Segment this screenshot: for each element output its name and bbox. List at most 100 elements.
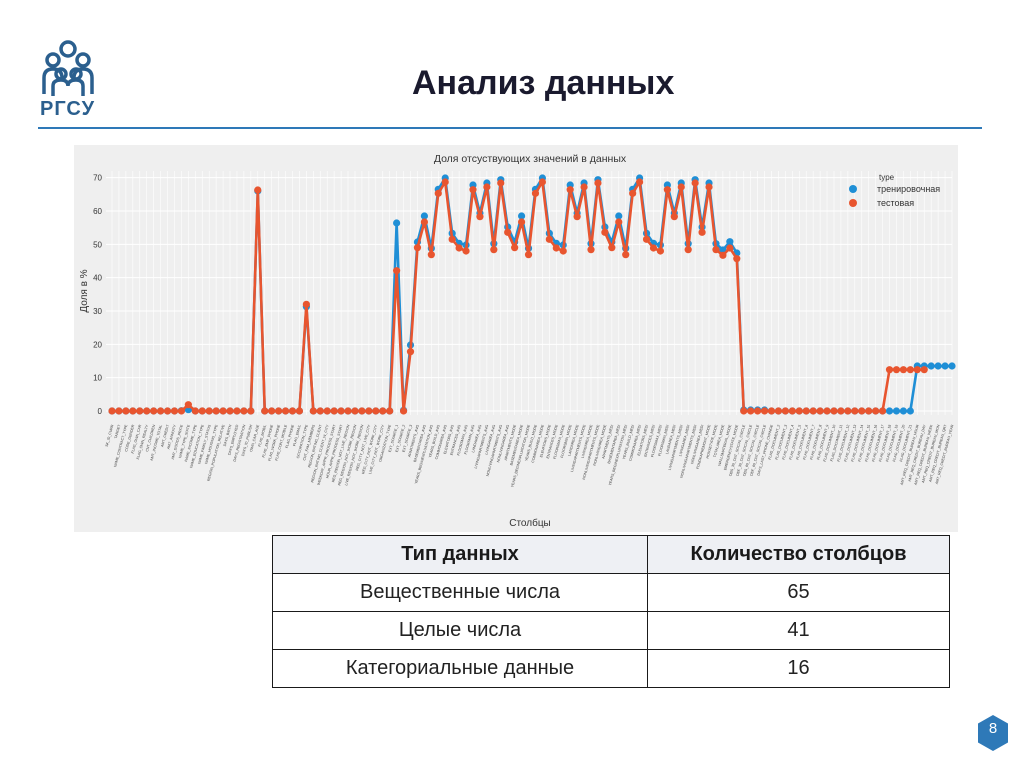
data-point <box>497 179 505 187</box>
data-point <box>483 183 491 191</box>
x-tick-label: FLAG_OWN_CAR <box>131 424 143 454</box>
data-point <box>851 407 859 415</box>
data-point <box>747 407 755 415</box>
data-point <box>462 247 470 255</box>
data-point <box>413 244 422 252</box>
data-point <box>198 407 206 415</box>
series-layer <box>108 174 956 415</box>
data-point <box>636 178 644 186</box>
data-point <box>920 366 928 374</box>
data-point <box>108 407 116 415</box>
table-row: Целые числа 41 <box>272 611 950 650</box>
data-point <box>885 407 894 415</box>
series-1 <box>108 178 928 415</box>
data-point <box>899 366 908 374</box>
data-point <box>865 407 873 415</box>
data-point <box>580 183 588 191</box>
data-point <box>538 178 547 186</box>
data-point <box>872 407 880 415</box>
data-point <box>615 212 623 220</box>
data-point <box>559 247 567 255</box>
table-header-row: Тип данных Количество столбцов <box>272 535 950 574</box>
data-point <box>531 189 540 197</box>
data-point <box>906 407 914 415</box>
data-point <box>351 407 359 415</box>
data-point <box>816 407 824 415</box>
data-point <box>399 407 408 415</box>
data-point <box>601 228 609 236</box>
data-point <box>594 179 602 187</box>
x-tick-label: CODE_GENDER <box>124 424 135 452</box>
data-point <box>837 407 845 415</box>
data-point <box>622 251 630 259</box>
table-cell-type: Категориальные данные <box>272 649 648 688</box>
data-point <box>344 407 352 415</box>
data-point <box>240 407 248 415</box>
people-group-icon <box>42 40 94 96</box>
data-point <box>663 186 671 194</box>
x-tick-label: EXT_SOURCE_3 <box>402 424 413 452</box>
data-point <box>670 213 678 221</box>
data-point <box>524 251 533 259</box>
y-tick-label: 50 <box>93 240 102 249</box>
chart-title: Доля отсуствующих значений в данных <box>434 153 627 165</box>
data-point <box>316 407 324 415</box>
data-point <box>517 218 526 226</box>
data-point <box>330 407 338 415</box>
data-point <box>115 407 123 415</box>
data-point <box>261 407 269 415</box>
data-point <box>323 407 331 415</box>
data-point <box>379 407 387 415</box>
data-point <box>358 407 366 415</box>
data-point <box>393 267 401 275</box>
x-tick-label: LANDAREA_AVG <box>471 424 482 453</box>
page-number: 8 <box>988 720 998 737</box>
data-point <box>629 189 637 197</box>
data-point <box>809 407 817 415</box>
data-point <box>393 219 401 227</box>
data-point <box>143 407 151 415</box>
data-point <box>420 218 428 226</box>
table-header-count: Количество столбцов <box>647 535 950 574</box>
data-point <box>677 183 685 191</box>
table-cell-type: Вещественные числа <box>272 573 648 612</box>
data-point <box>774 407 783 415</box>
data-point <box>948 362 956 370</box>
data-point <box>726 244 734 252</box>
data-point <box>892 366 901 374</box>
data-point <box>434 189 442 197</box>
data-point <box>781 407 789 415</box>
data-point <box>726 238 734 246</box>
data-point <box>490 246 498 254</box>
data-point <box>573 213 581 221</box>
table-cell-count: 65 <box>647 573 950 612</box>
data-point <box>476 213 484 221</box>
x-tick-label: EXT_SOURCE_2 <box>395 424 406 452</box>
data-point <box>136 407 144 415</box>
data-point <box>885 366 894 374</box>
data-point <box>205 407 213 415</box>
data-point <box>129 407 137 415</box>
data-point <box>275 407 283 415</box>
x-tick-label: DAYS_BIRTH <box>223 424 233 447</box>
data-point <box>295 407 304 415</box>
chart-svg: Доля отсуствующих значений в данных Доля… <box>79 153 956 529</box>
data-point <box>615 218 623 226</box>
y-tick-label: 20 <box>93 340 102 349</box>
data-point <box>698 228 706 236</box>
x-tick-label: TARGET <box>114 423 122 439</box>
y-ticks: 0 10 20 30 40 50 60 70 <box>93 174 102 416</box>
x-tick-label: LIVINGAREA_AVG <box>484 424 496 455</box>
data-point <box>899 407 908 415</box>
y-tick-label: 0 <box>98 407 103 416</box>
data-point <box>878 407 887 415</box>
data-point <box>712 246 720 254</box>
data-point <box>233 407 241 415</box>
x-tick-label: LANDAREA_MEDI <box>665 424 677 454</box>
series-0 <box>108 174 956 415</box>
table-cell-count: 16 <box>647 649 950 688</box>
data-point <box>372 407 380 415</box>
x-tick-label: EXT_SOURCE_1 <box>388 424 399 452</box>
data-point <box>226 407 234 415</box>
data-point <box>802 407 810 415</box>
